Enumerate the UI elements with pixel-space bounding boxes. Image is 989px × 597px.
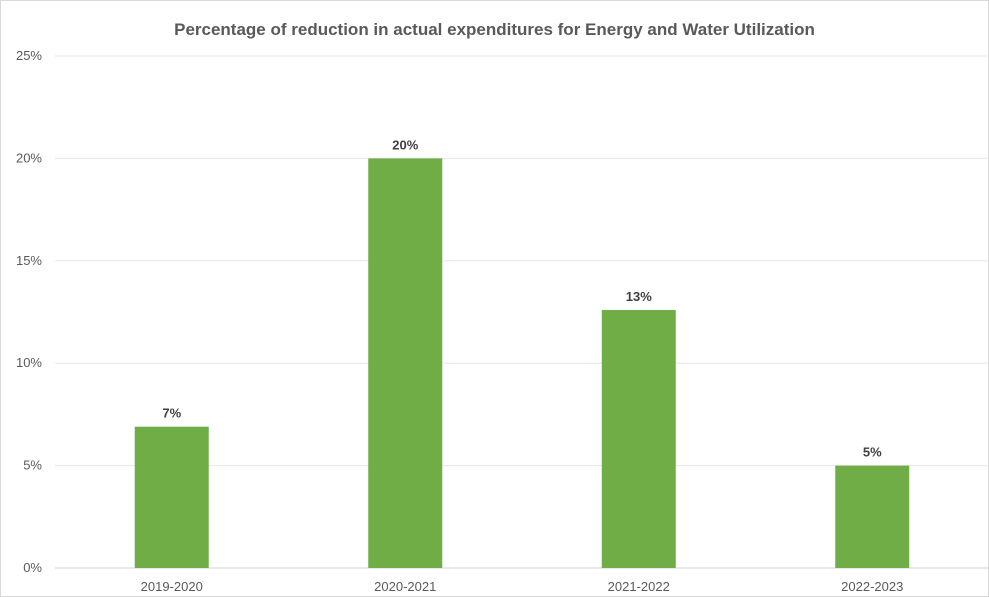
y-tick-label: 0%	[23, 560, 42, 575]
data-label: 7%	[162, 406, 181, 421]
x-tick-label: 2021-2022	[608, 579, 670, 594]
bar	[835, 466, 909, 568]
y-tick-label: 25%	[16, 48, 42, 63]
bar	[368, 158, 442, 568]
y-tick-label: 20%	[16, 150, 42, 165]
data-label: 20%	[392, 137, 418, 152]
y-tick-label: 15%	[16, 253, 42, 268]
y-tick-label: 5%	[23, 458, 42, 473]
x-tick-label: 2020-2021	[374, 579, 436, 594]
data-label: 13%	[626, 289, 652, 304]
x-tick-label: 2022-2023	[841, 579, 903, 594]
x-tick-label: 2019-2020	[141, 579, 203, 594]
bar	[135, 427, 209, 568]
data-label: 5%	[863, 445, 882, 460]
y-tick-label: 10%	[16, 355, 42, 370]
bar	[602, 310, 676, 568]
